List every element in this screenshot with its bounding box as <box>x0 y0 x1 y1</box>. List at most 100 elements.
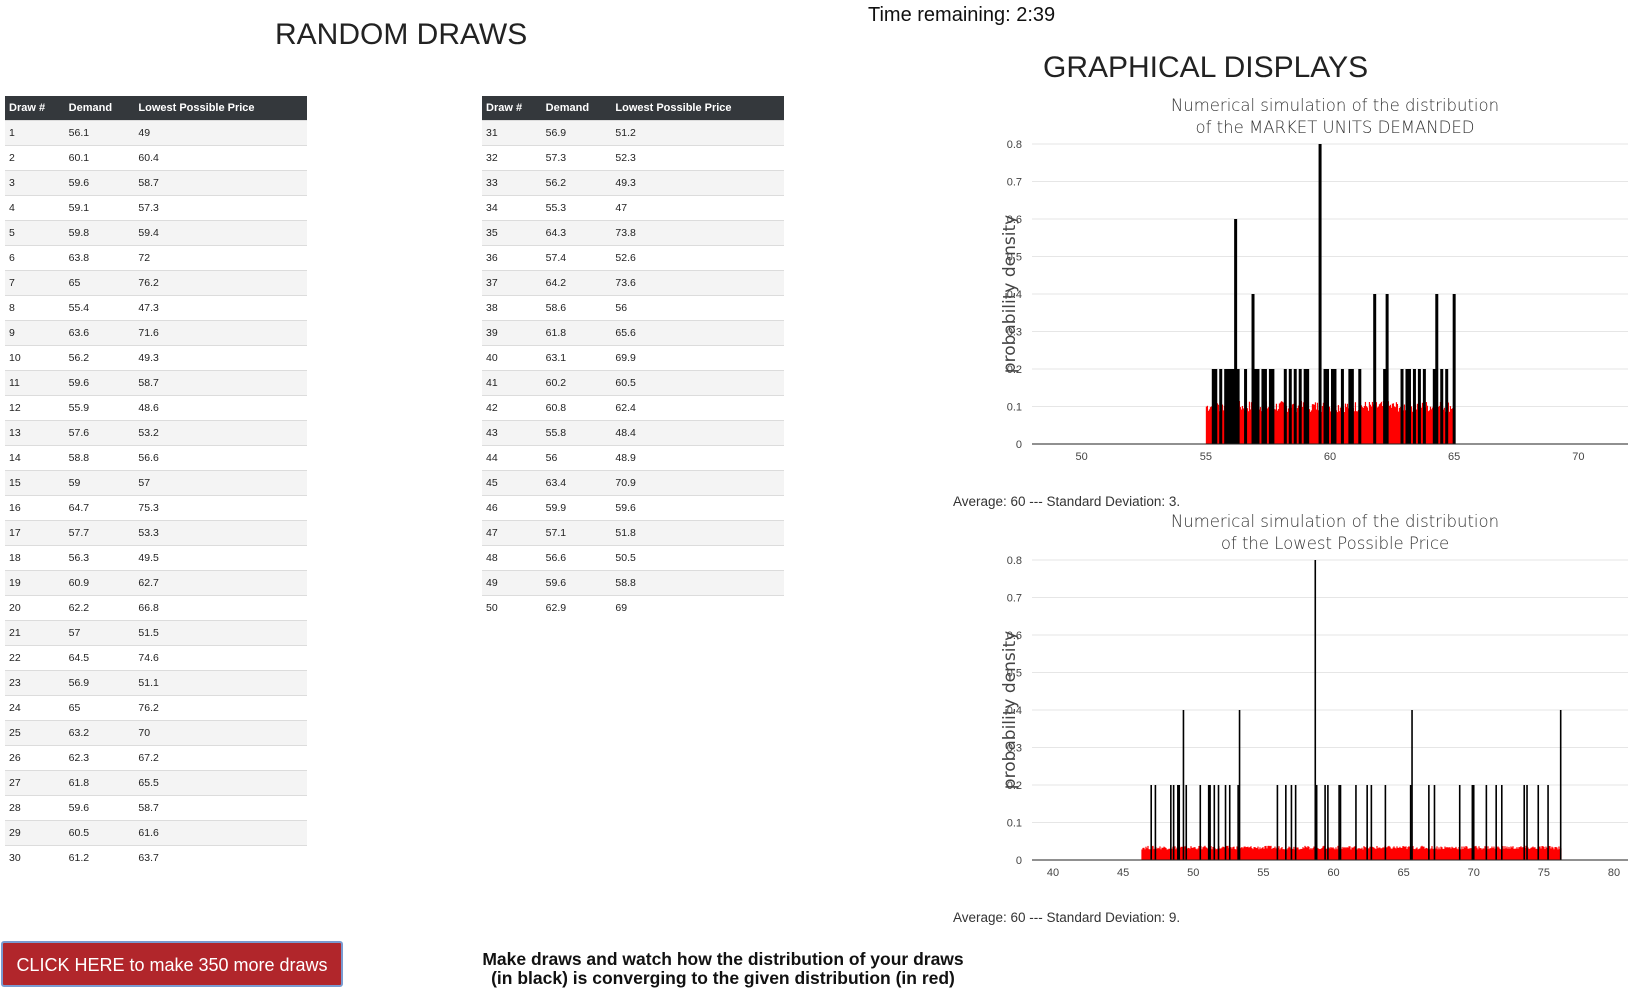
cell-lowest-price: 69.9 <box>611 345 784 371</box>
draw-bar <box>1485 785 1488 860</box>
chart-demand-title-line-2: of the MARKET UNITS DEMANDED <box>1195 118 1475 137</box>
cell-demand: 60.2 <box>541 370 612 396</box>
simulation-bar <box>1318 848 1320 860</box>
simulation-bar <box>1426 405 1429 444</box>
x-tick-label: 55 <box>1257 867 1269 879</box>
simulation-bar <box>1551 846 1553 860</box>
make-more-draws-button[interactable]: CLICK HERE to make 350 more draws <box>1 941 343 987</box>
simulation-bar <box>1469 848 1471 860</box>
simulation-bar <box>1287 848 1289 860</box>
draw-bar <box>1290 785 1293 860</box>
column-header-draw: Draw # <box>482 96 542 121</box>
table-row: 29 60.5 61.6 <box>5 820 307 846</box>
draw-bar <box>1559 710 1562 860</box>
draw-bar <box>1306 369 1310 444</box>
draw-bar <box>1366 785 1368 860</box>
simulation-bar <box>1390 407 1393 444</box>
table-row: 38 58.6 56 <box>482 295 784 321</box>
simulation-bar <box>1304 845 1306 860</box>
simulation-bar <box>1545 846 1547 860</box>
simulation-bar <box>1343 412 1346 444</box>
cell-draw-number: 12 <box>5 395 65 421</box>
cell-demand: 55.8 <box>541 420 612 446</box>
simulation-bar <box>1360 848 1362 860</box>
simulation-bar <box>1460 849 1462 860</box>
cell-draw-number: 16 <box>5 495 65 521</box>
simulation-bar <box>1381 848 1383 860</box>
cell-draw-number: 30 <box>5 845 65 870</box>
simulation-bar <box>1449 406 1452 444</box>
table-row: 22 64.5 74.6 <box>5 645 307 671</box>
draw-bar <box>1547 785 1549 860</box>
simulation-bar <box>1167 849 1169 860</box>
simulation-bar <box>1407 847 1409 860</box>
simulation-bar <box>1447 402 1450 444</box>
simulation-bar <box>1515 848 1517 860</box>
table-row: 17 57.7 53.3 <box>5 520 307 546</box>
simulation-bar <box>1475 845 1477 860</box>
cell-lowest-price: 49.5 <box>134 545 307 571</box>
simulation-bar <box>1535 848 1537 860</box>
cell-demand: 56.2 <box>64 345 135 371</box>
cell-draw-number: 47 <box>482 520 542 546</box>
draw-bar <box>1199 785 1202 860</box>
simulation-bar <box>1366 407 1369 444</box>
cell-lowest-price: 52.6 <box>611 245 784 271</box>
table-row: 35 64.3 73.8 <box>482 220 784 246</box>
simulation-bar <box>1205 847 1207 860</box>
simulation-bar <box>1398 407 1401 444</box>
draw-bar <box>1500 785 1503 860</box>
simulation-bar <box>1405 846 1407 860</box>
cell-draw-number: 17 <box>5 520 65 546</box>
simulation-bar <box>1491 846 1493 860</box>
simulation-bar <box>1242 408 1245 444</box>
draw-bar <box>1182 710 1185 860</box>
simulation-bar <box>1286 849 1288 860</box>
simulation-bar <box>1311 404 1314 444</box>
simulation-bar <box>1522 847 1524 860</box>
simulation-bar <box>1211 849 1213 860</box>
simulation-bar <box>1402 846 1404 860</box>
simulation-bar <box>1196 849 1198 860</box>
table-row: 42 60.8 62.4 <box>482 395 784 421</box>
simulation-bar <box>1269 846 1271 860</box>
simulation-bar <box>1453 848 1455 860</box>
draw-bar <box>1318 144 1322 444</box>
simulation-bar <box>1393 846 1395 860</box>
simulation-bar <box>1441 847 1443 860</box>
simulation-bar <box>1259 847 1261 860</box>
draw-bar <box>1254 369 1257 444</box>
simulation-bar <box>1232 846 1234 860</box>
cell-demand: 56.2 <box>541 170 612 196</box>
demand-stats: Average: 60 --- Standard Deviation: 3. <box>953 494 1181 509</box>
cell-lowest-price: 49.3 <box>611 170 784 196</box>
simulation-bar <box>1556 847 1558 860</box>
simulation-bar <box>1390 848 1392 860</box>
simulation-bar <box>1274 409 1277 444</box>
x-tick-label: 60 <box>1327 867 1339 879</box>
simulation-bar <box>1171 848 1173 860</box>
draw-bar <box>1211 369 1215 444</box>
simulation-bar <box>1220 848 1222 860</box>
simulation-bar <box>1404 846 1406 860</box>
simulation-bar <box>1532 846 1534 860</box>
simulation-bar <box>1506 846 1508 860</box>
simulation-bar <box>1378 404 1381 444</box>
column-header-draw: Draw # <box>5 96 65 121</box>
simulation-bar <box>1392 403 1395 444</box>
simulation-bar <box>1363 406 1366 444</box>
simulation-bar <box>1257 846 1259 860</box>
simulation-bar <box>1250 846 1252 860</box>
x-tick-label: 65 <box>1448 451 1460 463</box>
y-tick-label: 0.1 <box>1007 818 1022 830</box>
cell-draw-number: 23 <box>5 670 65 696</box>
simulation-bar <box>1303 848 1305 860</box>
table-row: 14 58.8 56.6 <box>5 445 307 471</box>
table-row: 19 60.9 62.7 <box>5 570 307 596</box>
cell-demand: 59.6 <box>64 795 135 821</box>
simulation-bar <box>1344 403 1347 444</box>
simulation-bar <box>1293 846 1295 860</box>
cell-demand: 60.8 <box>541 395 612 421</box>
simulation-bar <box>1322 846 1324 860</box>
y-tick-label: 0 <box>1016 439 1022 451</box>
